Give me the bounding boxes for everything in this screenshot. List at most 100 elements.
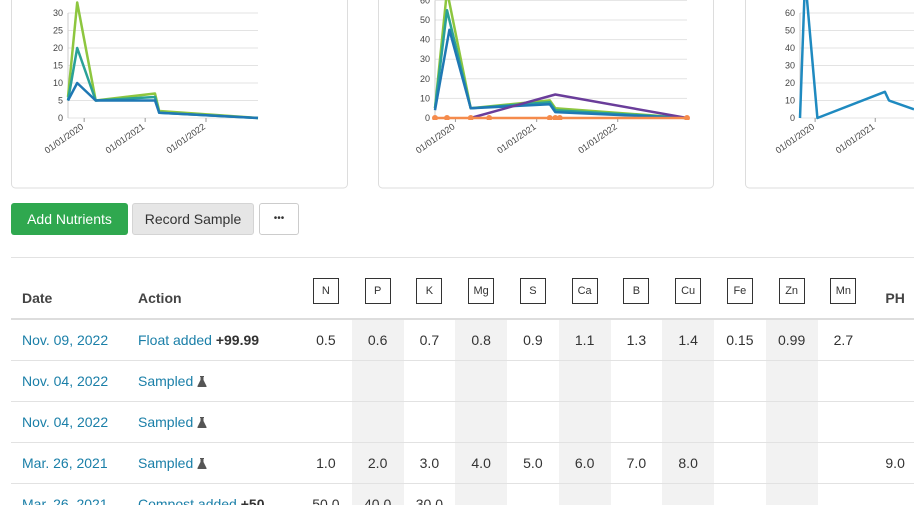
action-link[interactable]: Sampled (138, 414, 194, 430)
y-tick-label: 50 (785, 26, 795, 36)
value-cell (765, 401, 818, 443)
point (556, 115, 563, 120)
column-header: Mg (455, 257, 507, 320)
value-cell (610, 483, 663, 505)
value-cell: 6.0 (558, 442, 611, 484)
value-cell (300, 401, 352, 443)
date-link[interactable]: Nov. 04, 2022 (22, 414, 109, 430)
plot (798, 0, 914, 120)
value-cell: 9.0 (869, 442, 914, 484)
y-tick-label: 60 (785, 8, 795, 18)
value-cell (765, 360, 818, 402)
column-header: S (507, 257, 559, 320)
x-tick-label: 01/01/2021 (834, 121, 877, 155)
value-cell: 0.9 (507, 319, 559, 361)
x-tick-label: 01/01/2022 (165, 121, 208, 155)
y-tick-label: 60 (420, 0, 430, 5)
action-cell: Sampled (127, 401, 300, 443)
x-tick-label: 01/01/2020 (414, 121, 457, 155)
y-tick-label: 5 (58, 96, 63, 106)
column-label: Fe (726, 278, 753, 304)
record-sample-button[interactable]: Record Sample (132, 203, 254, 235)
value-cell (351, 360, 404, 402)
column-label: P (364, 278, 391, 304)
x-tick-label: 01/01/2022 (576, 121, 619, 155)
amount: +99.99 (215, 332, 260, 348)
y-tick-label: 30 (53, 8, 63, 18)
table-row: Mar. 26, 2021 Compost added +50 50.0 40.0 30… (11, 483, 914, 505)
value-cell (610, 360, 663, 402)
point (684, 115, 690, 120)
column-header: Date (11, 257, 127, 320)
date-link[interactable]: Mar. 26, 2021 (22, 455, 108, 471)
header-row: Date Action N P K Mg S Ca B Cu Fe Zn Mn PH (11, 257, 914, 320)
x-tick-label: 01/01/2021 (495, 121, 538, 155)
date-link[interactable]: Nov. 04, 2022 (22, 373, 109, 389)
column-header: N (300, 257, 352, 320)
series-line (66, 1, 259, 120)
column-header: Mn (817, 257, 870, 320)
value-cell: 0.99 (765, 319, 818, 361)
value-cell (558, 401, 611, 443)
value-cell (869, 319, 914, 361)
x-tick-label: 01/01/2021 (104, 121, 147, 155)
more-button[interactable]: ••• (259, 203, 299, 235)
column-header: PH (869, 257, 914, 320)
value-cell: 5.0 (507, 442, 559, 484)
y-tick-label: 10 (53, 78, 63, 88)
date-cell: Nov. 09, 2022 (11, 319, 127, 361)
date-link[interactable]: Mar. 26, 2021 (22, 496, 108, 505)
value-cell: 0.15 (714, 319, 766, 361)
date-link[interactable]: Nov. 09, 2022 (22, 332, 109, 348)
add-nutrients-button[interactable]: Add Nutrients (11, 203, 128, 235)
value-cell (869, 483, 914, 505)
value-cell (455, 401, 507, 443)
value-cell: 7.0 (610, 442, 663, 484)
action-link[interactable]: Sampled (138, 455, 194, 471)
value-cell: 1.3 (610, 319, 663, 361)
value-cell (714, 401, 766, 443)
column-label: Cu (675, 278, 702, 304)
table-row: Mar. 26, 2021 Sampled 1.0 2.0 3.0 4.0 5.0 6.0 7.… (11, 442, 914, 484)
column-header: Fe (714, 257, 766, 320)
chart: 0 10 20 30 40 50 60 01/01/2020 01/01/2021 (774, 0, 914, 155)
value-cell (662, 360, 714, 402)
action-link[interactable]: Float added (138, 332, 212, 348)
chart-card (745, 0, 914, 189)
action-link[interactable]: Compost added (138, 496, 237, 505)
column-label: K (416, 278, 443, 304)
action-link[interactable]: Sampled (138, 373, 194, 389)
column-header: B (610, 257, 663, 320)
history-table: Date Action N P K Mg S Ca B Cu Fe Zn Mn PH Nov. 09, 2… (11, 257, 914, 505)
chart-card (11, 0, 348, 189)
table-row: Nov. 04, 2022 Sampled (11, 401, 914, 443)
value-cell (662, 483, 714, 505)
value-cell: 2.0 (351, 442, 404, 484)
x-tick-label: 01/01/2020 (43, 121, 86, 155)
series-line (798, 0, 914, 120)
chart-card (378, 0, 714, 189)
value-cell (455, 483, 507, 505)
y-tick-label: 40 (420, 35, 430, 45)
table-row: Nov. 09, 2022 Float added +99.99 0.5 0.6 0.7… (11, 319, 914, 361)
y-tick-label: 20 (785, 78, 795, 88)
y-tick-label: 30 (785, 61, 795, 71)
value-cell (817, 483, 870, 505)
value-cell (817, 360, 870, 402)
value-cell (662, 401, 714, 443)
y-tick-label: 0 (790, 113, 795, 123)
value-cell: 50.0 (300, 483, 352, 505)
y-tick-label: 15 (53, 61, 63, 71)
value-cell (558, 483, 611, 505)
chart: 0 10 20 30 40 50 60 01/01/2020 01/01/2021 01/01/2… (414, 0, 690, 155)
flask-icon (197, 376, 207, 387)
value-cell (765, 442, 818, 484)
date-cell: Mar. 26, 2021 (11, 483, 127, 505)
y-tick-label: 20 (53, 43, 63, 53)
y-tick-label: 40 (785, 43, 795, 53)
value-cell (714, 442, 766, 484)
charts: 0 5 10 15 20 25 30 01/01/2020 01/01/2021 01/01/20… (11, 0, 914, 189)
value-cell (869, 401, 914, 443)
column-label: Mg (468, 278, 495, 304)
value-cell (403, 360, 456, 402)
